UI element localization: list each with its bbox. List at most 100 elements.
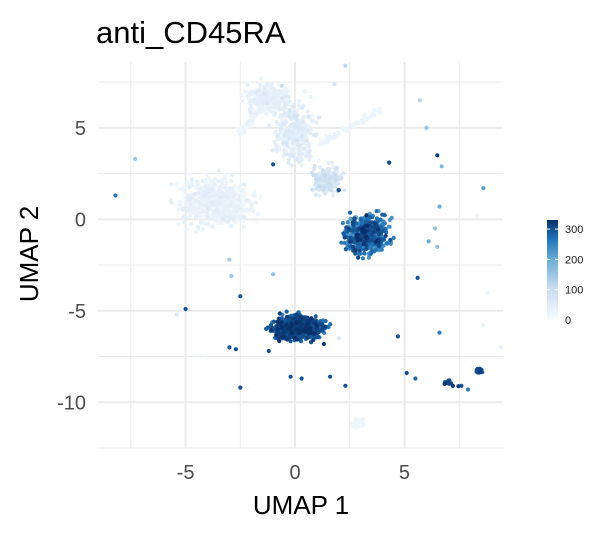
data-point: [314, 323, 319, 328]
data-point: [197, 200, 202, 205]
data-point: [343, 63, 348, 68]
data-point: [224, 180, 229, 185]
data-point: [219, 220, 224, 226]
data-point: [206, 186, 211, 191]
data-point: [354, 120, 359, 125]
data-point: [184, 179, 189, 184]
data-point: [207, 190, 212, 195]
data-point: [263, 111, 268, 116]
y-axis-tick-labels: 5 0 -5 -10: [57, 118, 86, 414]
data-point: [336, 188, 341, 193]
data-point: [327, 176, 332, 181]
colorbar-tick-label: 300: [565, 224, 583, 236]
data-point: [212, 182, 217, 187]
data-point: [276, 100, 282, 105]
data-point: [360, 416, 365, 421]
data-point: [289, 122, 294, 127]
data-point: [235, 127, 240, 132]
data-point: [262, 91, 267, 96]
data-point: [277, 338, 282, 344]
data-point: [311, 172, 316, 178]
data-point: [357, 120, 362, 125]
data-point: [211, 213, 216, 218]
data-point: [291, 109, 296, 115]
data-point: [376, 227, 381, 232]
data-point: [290, 154, 295, 159]
data-point: [278, 126, 283, 131]
data-point: [372, 108, 377, 113]
data-point: [315, 334, 320, 339]
data-point: [222, 176, 227, 181]
data-point: [217, 210, 222, 215]
data-point: [345, 220, 350, 225]
data-point: [360, 120, 366, 125]
data-point: [356, 255, 361, 260]
data-point: [294, 120, 300, 125]
data-point: [305, 335, 310, 340]
data-point: [225, 208, 230, 213]
data-point: [352, 124, 357, 129]
data-point: [348, 210, 353, 215]
data-point: [295, 137, 300, 143]
data-point: [322, 185, 327, 190]
data-point: [285, 89, 290, 94]
data-point: [336, 131, 341, 136]
data-point: [191, 204, 196, 210]
data-point: [350, 220, 355, 225]
data-point: [281, 148, 286, 153]
data-point: [193, 230, 198, 235]
data-point: [295, 130, 300, 135]
data-point: [310, 119, 315, 124]
data-point: [366, 255, 371, 260]
data-point: [216, 179, 221, 184]
data-point: [274, 162, 279, 167]
data-point: [485, 290, 490, 295]
data-point: [300, 119, 305, 124]
data-point: [357, 252, 362, 257]
x-axis-title: UMAP 1: [253, 490, 349, 520]
data-point: [253, 200, 258, 205]
data-point: [363, 234, 368, 239]
data-point: [255, 220, 260, 225]
data-point: [209, 187, 214, 192]
data-point: [323, 178, 328, 183]
data-point: [456, 384, 461, 389]
colorbar: [547, 220, 558, 320]
data-point: [351, 421, 357, 427]
data-point: [311, 338, 316, 343]
x-tick-label: 0: [289, 462, 300, 484]
data-point: [296, 126, 301, 131]
data-point: [339, 240, 344, 245]
colorbar-tick-label: 100: [565, 285, 583, 297]
data-point: [281, 122, 286, 127]
data-point: [323, 324, 328, 329]
data-point: [252, 189, 257, 194]
data-point: [372, 235, 377, 240]
data-point: [243, 207, 248, 212]
data-point: [302, 146, 307, 151]
data-point: [364, 117, 369, 122]
data-point: [307, 142, 312, 148]
data-point: [313, 314, 318, 319]
data-point: [278, 89, 283, 94]
data-point: [317, 158, 322, 163]
data-point: [200, 227, 206, 232]
data-point: [203, 184, 208, 189]
data-point: [373, 240, 378, 245]
data-point: [305, 128, 310, 133]
data-point: [258, 76, 264, 81]
y-tick-label: 5: [75, 118, 86, 140]
data-point: [242, 182, 247, 187]
data-point: [192, 192, 197, 197]
data-point: [296, 159, 302, 164]
data-point: [356, 242, 361, 247]
data-point: [245, 197, 250, 203]
data-point: [380, 212, 385, 217]
data-point: [219, 180, 225, 185]
data-point: [292, 113, 297, 118]
data-point: [195, 225, 200, 230]
data-point: [447, 381, 453, 386]
data-point: [278, 113, 283, 118]
data-point: [188, 213, 193, 219]
data-point: [236, 187, 242, 192]
